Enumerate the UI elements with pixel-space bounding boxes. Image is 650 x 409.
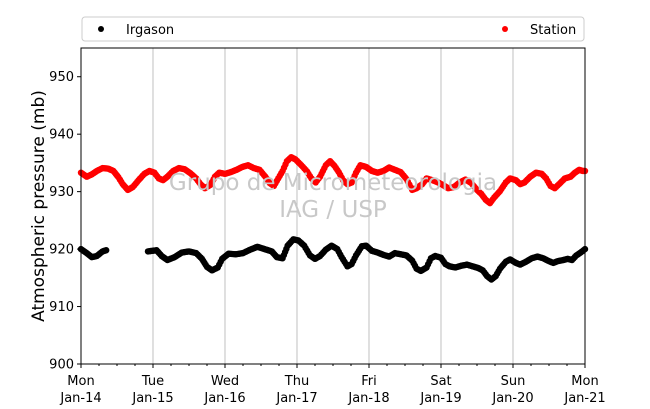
x-tick-date: Jan-16 (203, 391, 245, 406)
x-tick-date: Jan-20 (491, 391, 533, 406)
x-tick-date: Jan-14 (59, 391, 101, 406)
watermark-line-1: Grupo de Micrometeorologia (169, 170, 497, 196)
y-tick-label: 950 (49, 70, 74, 85)
y-tick-label: 920 (49, 243, 74, 258)
y-axis-label: Atmospheric pressure (mb) (29, 90, 49, 322)
x-axis: Mon Jan-14 Tue Jan-15 Wed Jan-16 Thu Jan-17 Fri J… (59, 364, 606, 406)
x-tick-weekday: Sat (430, 374, 451, 389)
x-tick-weekday: Fri (361, 374, 377, 389)
legend-box (81, 16, 585, 42)
y-tick-label: 910 (49, 300, 74, 315)
legend-marker-station (502, 26, 508, 32)
y-tick-label: 930 (49, 185, 74, 200)
x-tick-weekday: Mon (67, 374, 94, 389)
x-tick-weekday: Sun (501, 374, 526, 389)
x-tick-date: Jan-18 (347, 391, 389, 406)
x-tick-weekday: Mon (571, 374, 598, 389)
data-series (77, 153, 589, 283)
x-tick-date: Jan-15 (131, 391, 173, 406)
legend-label-station: Station (530, 23, 576, 38)
x-tick-date: Jan-21 (563, 391, 605, 406)
x-tick-weekday: Thu (284, 374, 309, 389)
watermark-line-2: IAG / USP (279, 197, 387, 223)
legend: Irgason Station (81, 16, 585, 42)
legend-label-irgason: Irgason (126, 23, 174, 38)
x-tick-weekday: Wed (211, 374, 239, 389)
y-axis: 900 910 920 930 940 950 (49, 70, 81, 373)
y-tick-label: 900 (49, 358, 74, 373)
data-point (103, 247, 110, 254)
series-irgason (77, 236, 589, 283)
x-tick-weekday: Tue (141, 374, 164, 389)
series-station (77, 153, 589, 207)
x-tick-date: Jan-17 (275, 391, 317, 406)
legend-marker-irgason (98, 26, 104, 32)
x-tick-date: Jan-19 (419, 391, 461, 406)
y-tick-label: 940 (49, 128, 74, 143)
vertical-grid (152, 48, 514, 364)
